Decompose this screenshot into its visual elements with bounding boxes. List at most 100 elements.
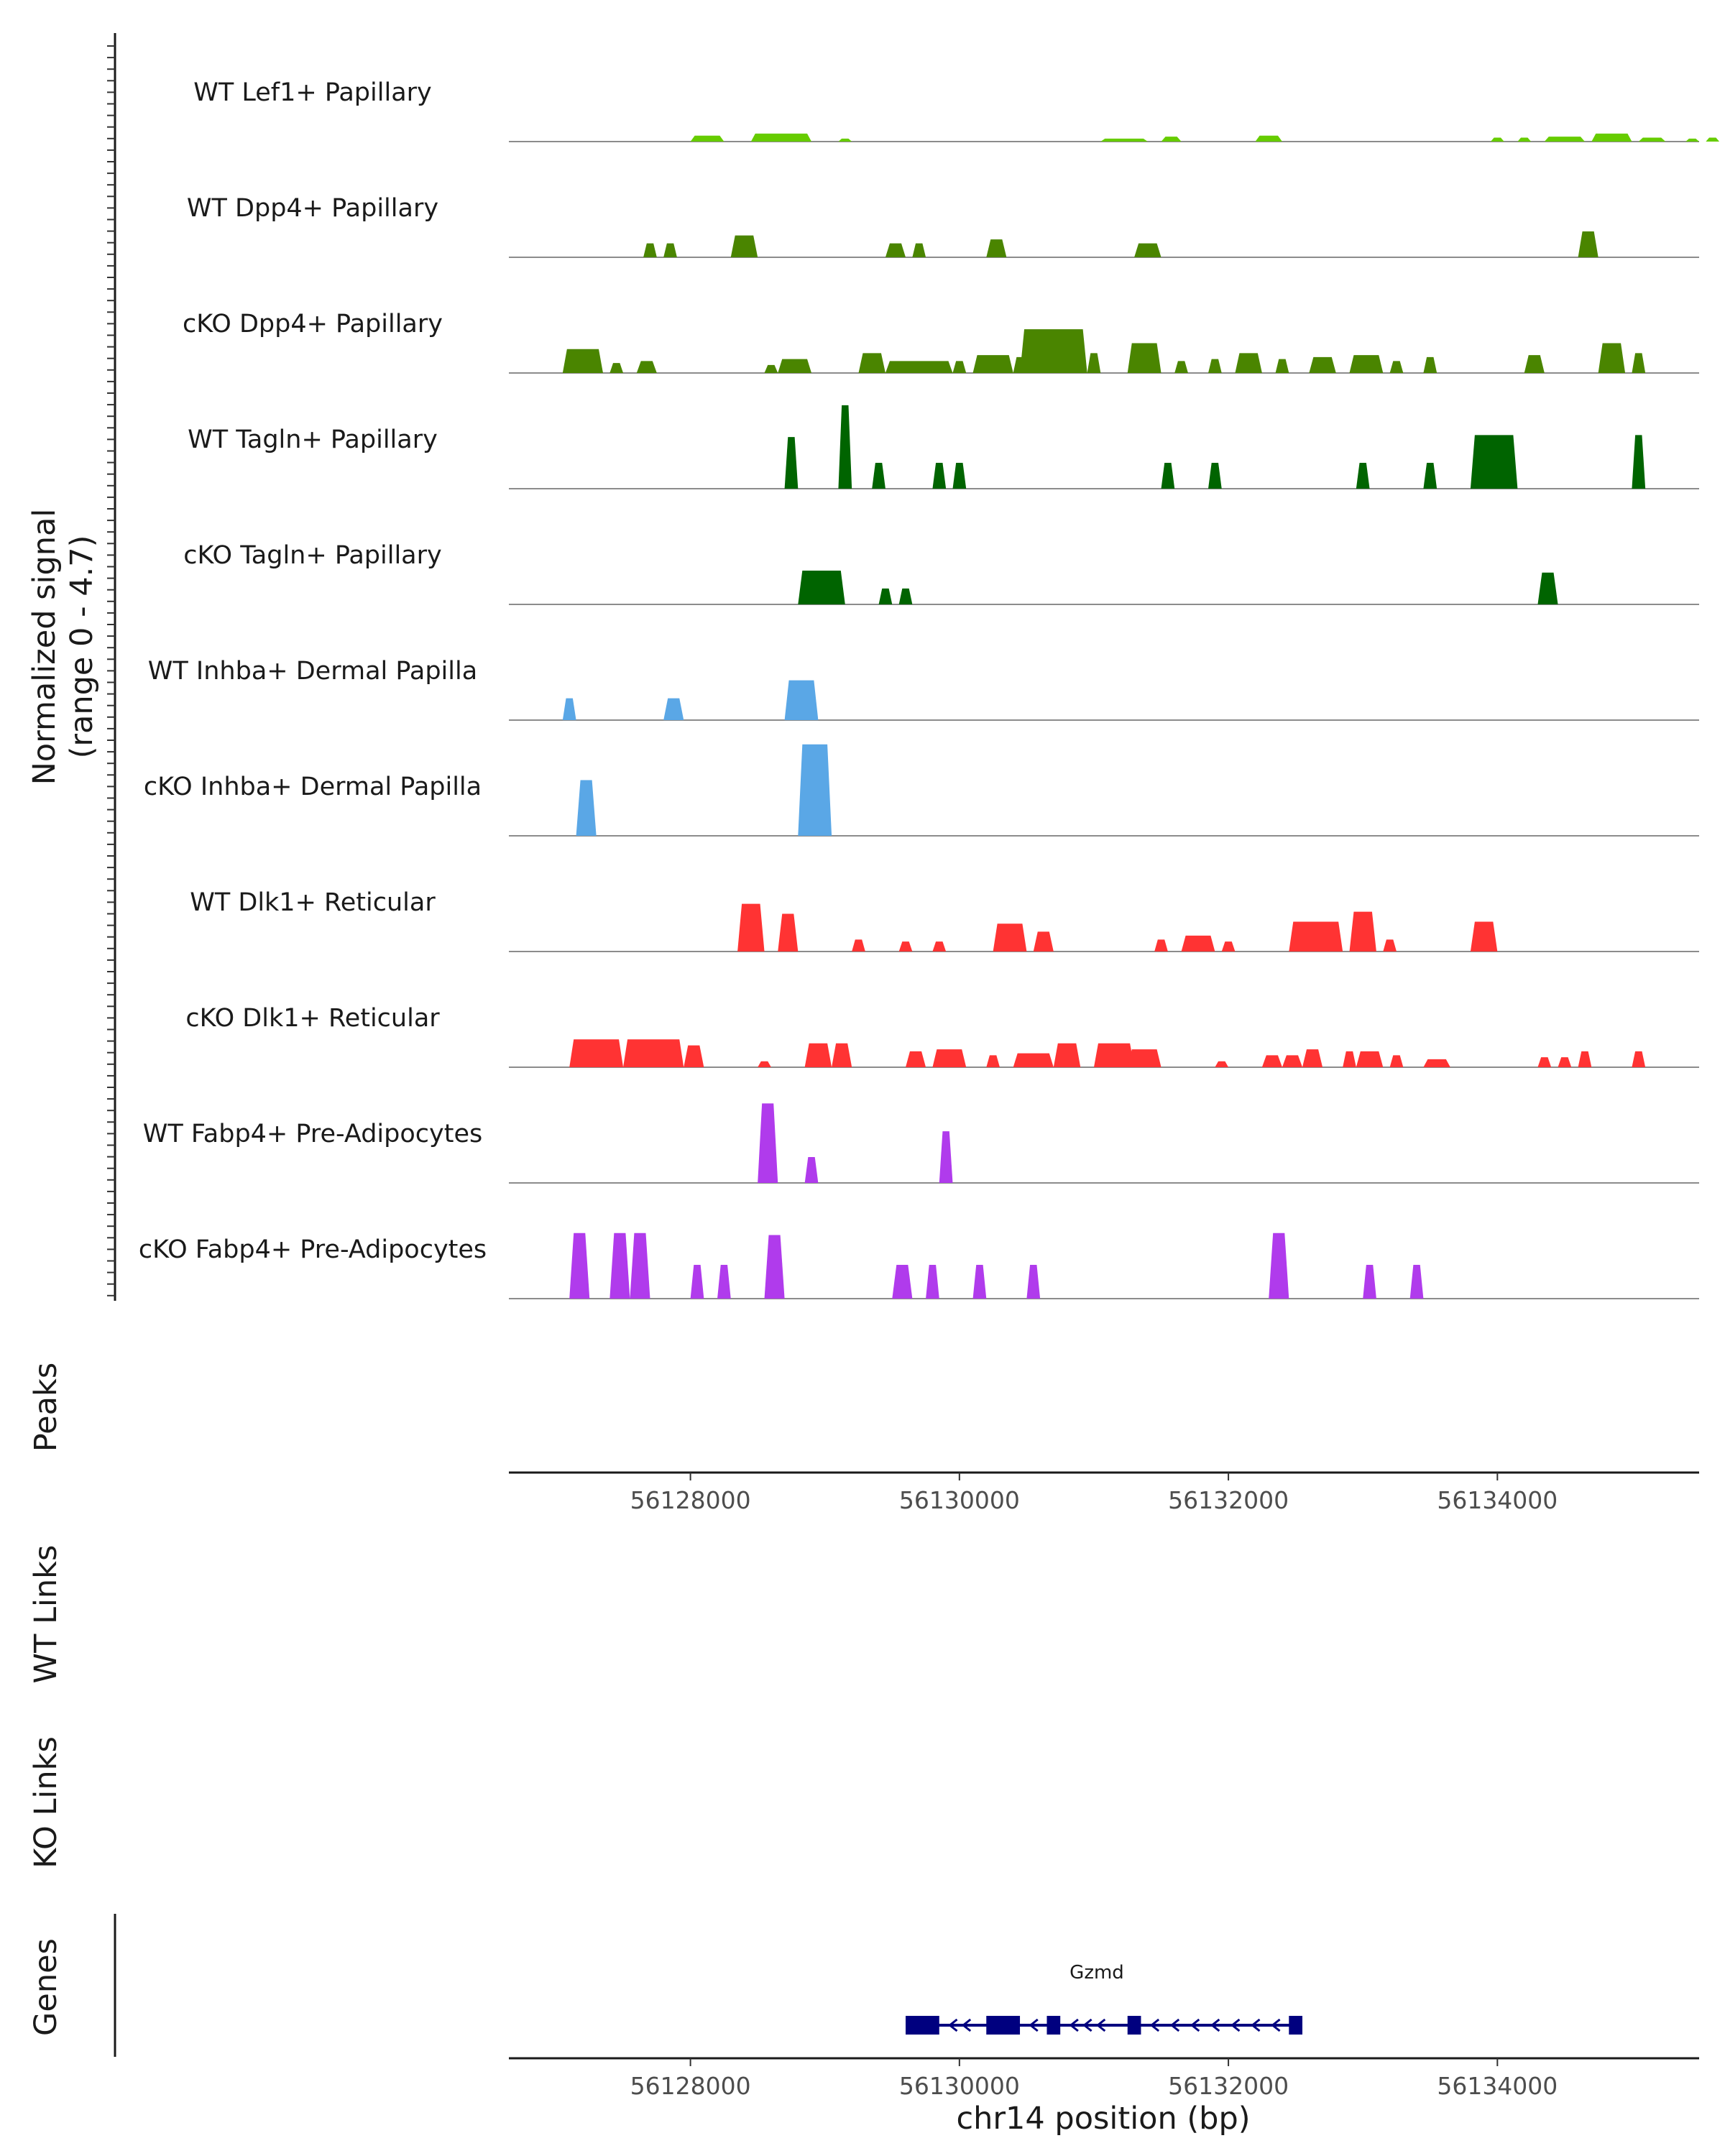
track-label: WT Lef1+ Papillary: [193, 78, 432, 107]
signal-area: [1349, 355, 1384, 373]
signal-area: [1282, 1055, 1302, 1067]
signal-area: [1215, 1061, 1229, 1067]
signal-area: [562, 698, 576, 720]
coverage-track: WT Dlk1+ Reticular: [190, 888, 1699, 952]
gene-track: Gzmd: [906, 1962, 1302, 2035]
track-label: WT Tagln+ Papillary: [188, 425, 438, 454]
track-label: cKO Fabp4+ Pre-Adipocytes: [139, 1235, 487, 1264]
signal-area: [852, 939, 865, 952]
signal-area: [1423, 463, 1438, 489]
signal-area: [798, 570, 845, 604]
signal-area: [610, 363, 624, 373]
ko-links-track-label: KO Links: [28, 1736, 64, 1869]
signal-area: [1558, 1057, 1572, 1067]
signal-area: [1470, 435, 1518, 489]
signal-area: [1161, 463, 1175, 489]
signal-axis-title-line2: (range 0 - 4.7): [64, 535, 100, 759]
signal-area: [1033, 931, 1054, 952]
signal-area: [663, 243, 677, 257]
signal-area: [1235, 353, 1262, 373]
signal-area: [1356, 1051, 1384, 1067]
signal-area: [1591, 133, 1632, 142]
strand-arrow: [1251, 2018, 1261, 2032]
coverage-track: WT Inhba+ Dermal Papilla: [148, 657, 1699, 721]
strand-arrow: [1069, 2018, 1079, 2032]
strand-arrow: [1149, 2018, 1160, 2032]
signal-area: [576, 780, 597, 836]
signal-area: [1578, 231, 1598, 257]
signal-area: [832, 1043, 852, 1067]
x-tick-label: 56128000: [630, 1486, 751, 1514]
signal-area: [1409, 1264, 1424, 1299]
signal-area: [986, 239, 1007, 257]
signal-area: [750, 133, 812, 142]
signal-area: [993, 923, 1027, 952]
strand-arrow: [1271, 2018, 1281, 2032]
signal-area: [1221, 941, 1236, 952]
signal-area: [1302, 1049, 1323, 1067]
signal-area: [892, 1264, 913, 1299]
gene-exon: [1289, 2016, 1302, 2035]
signal-area: [1544, 137, 1585, 142]
strand-arrow: [948, 2018, 958, 2032]
signal-area: [717, 1264, 731, 1299]
signal-area: [912, 243, 926, 257]
signal-area: [804, 1157, 819, 1183]
signal-area: [737, 903, 765, 952]
signal-area: [663, 698, 684, 720]
signal-area: [1706, 137, 1720, 142]
peaks-x-axis: 56128000 56130000 56132000 56134000: [509, 1471, 1699, 1514]
signal-area: [764, 1235, 785, 1299]
x-axis-title: chr14 position (bp): [956, 2101, 1250, 2137]
signal-area: [1632, 1051, 1646, 1067]
track-label: cKO Tagln+ Papillary: [183, 541, 442, 570]
signal-area: [630, 1233, 650, 1299]
signal-area: [1578, 1051, 1592, 1067]
signal-area: [690, 135, 724, 142]
signal-area: [1275, 359, 1289, 373]
signal-area: [623, 1039, 684, 1067]
signal-area: [926, 1264, 939, 1299]
signal-area: [1423, 356, 1438, 373]
signal-area: [1261, 1055, 1282, 1067]
strand-arrow: [1095, 2018, 1106, 2032]
signal-area: [1363, 1264, 1376, 1299]
coverage-tracks: WT Lef1+ Papillary WT Dpp4+ Papillary cKO …: [139, 78, 1720, 1299]
signal-area: [1020, 329, 1087, 373]
strand-arrow: [1082, 2018, 1092, 2032]
x-tick-label: 56132000: [1168, 2072, 1289, 2100]
signal-area: [1087, 353, 1101, 373]
signal-area: [1255, 135, 1282, 142]
signal-area: [778, 359, 812, 373]
signal-area: [1127, 1049, 1162, 1067]
signal-area: [932, 941, 947, 952]
signal-area: [1423, 1059, 1450, 1067]
signal-area: [932, 463, 947, 489]
signal-area: [1349, 911, 1376, 952]
gene-exon: [986, 2016, 1021, 2035]
signal-area: [758, 1061, 771, 1067]
signal-area: [1161, 137, 1182, 142]
signal-area: [1389, 1055, 1404, 1067]
coverage-track: cKO Inhba+ Dermal Papilla: [144, 744, 1699, 837]
coverage-track: cKO Dlk1+ Reticular: [185, 1004, 1699, 1068]
signal-axis: [107, 33, 116, 1301]
signal-area: [838, 405, 852, 489]
signal-area: [1383, 939, 1397, 952]
signal-area: [1053, 1043, 1081, 1067]
x-tick-label: 56132000: [1168, 1486, 1289, 1514]
coverage-track: WT Lef1+ Papillary: [193, 78, 1720, 142]
signal-area: [972, 355, 1013, 373]
signal-area: [1134, 243, 1162, 257]
coverage-track: cKO Tagln+ Papillary: [183, 541, 1699, 605]
signal-area: [878, 588, 893, 604]
x-tick-label: 56134000: [1437, 1486, 1558, 1514]
signal-area: [1598, 343, 1626, 373]
x-tick-label: 56130000: [899, 1486, 1020, 1514]
signal-area: [643, 243, 657, 257]
signal-area: [1013, 1053, 1054, 1067]
signal-area: [1389, 361, 1404, 373]
track-label: cKO Inhba+ Dermal Papilla: [144, 773, 482, 801]
track-label: cKO Dpp4+ Papillary: [183, 310, 443, 338]
